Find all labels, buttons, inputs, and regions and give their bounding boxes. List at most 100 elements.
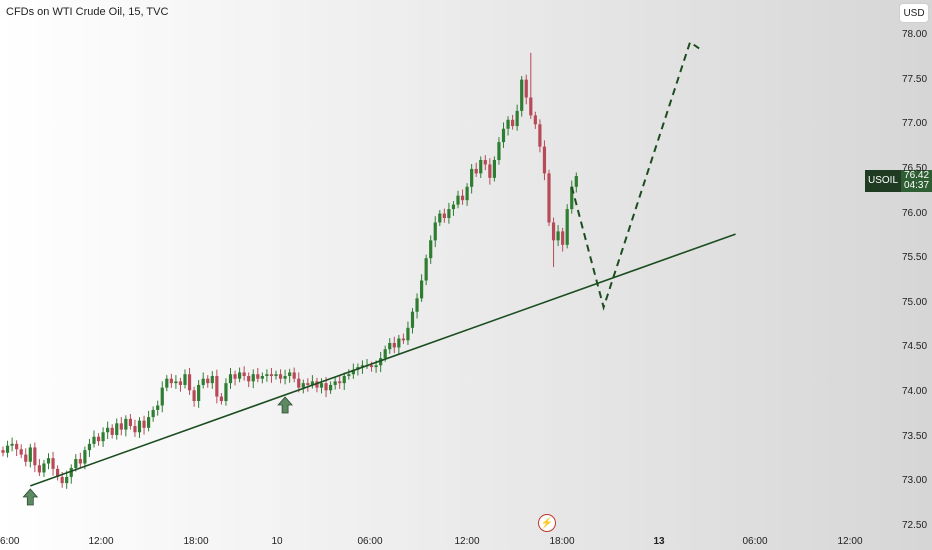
x-tick-label: 18:00 [549,536,575,547]
y-tick-label: 73.50 [902,430,928,442]
candle-body [288,372,292,377]
candle-body [160,387,164,406]
candle-body [165,378,169,388]
candle-body [374,365,378,368]
candle-body [219,396,223,402]
candle-body [228,374,233,384]
x-tick-label: 12:00 [454,536,480,547]
candle-body [451,204,456,210]
candle-body [342,376,346,384]
y-tick-label: 76.00 [902,207,928,219]
up-arrow-icon[interactable] [22,488,39,506]
candle-body [383,349,387,359]
candle-body [256,374,260,379]
candle-body [187,374,192,391]
candle-body [447,209,451,219]
candle-body [10,443,14,446]
candle-body [133,426,137,433]
candle-body [297,378,301,388]
candle-body [115,423,119,435]
candle-body [283,376,287,379]
candle-body [351,369,355,375]
candle-body [429,240,433,259]
candle-body [533,115,537,125]
candle-body [397,338,401,348]
candle-body [65,476,69,484]
candle-body [46,458,51,464]
candle-body [329,384,333,391]
candle-body [551,222,556,241]
candle-body [465,186,469,201]
candle-body [37,465,41,473]
candle-body [556,231,560,241]
y-tick-label: 78.00 [902,29,928,40]
candle-body [24,454,28,462]
candle-body [511,119,515,127]
candle-body [178,381,183,385]
candle-body [260,376,264,379]
candle-body [420,280,424,299]
candle-body [474,168,478,174]
x-tick-label: 18:00 [183,536,209,547]
candle-body [433,222,437,241]
candle-body [1,450,5,453]
candle-body [42,463,46,473]
chart-title: CFDs on WTI Crude Oil, 15, TVC [6,6,169,18]
candle-body [210,376,214,384]
candle-body [542,146,547,174]
x-tick-label: 13 [653,536,665,547]
candle-body [174,381,178,384]
candle-body [319,383,324,388]
candle-body [347,374,351,377]
price-badge-symbol: USOIL [865,170,902,192]
candle-body [242,372,246,377]
candle-body [529,97,533,116]
lightning-icon[interactable]: ⚡ [538,514,556,532]
trendline[interactable] [30,233,736,487]
candle-body [51,458,55,469]
candle-body [83,450,87,464]
candle-body [233,374,237,379]
candle-body [96,436,101,442]
candle-body [215,376,219,397]
y-tick-label: 74.00 [902,386,928,398]
x-tick-label: 6:00 [0,536,20,547]
candle-body [206,378,210,384]
candle-body [74,459,78,468]
candle-body [338,381,342,384]
candle-body [424,258,428,281]
candle-body [388,342,392,350]
x-tick-label: 12:00 [837,536,863,547]
y-tick-label: 73.00 [902,475,928,487]
candle-body [565,209,569,245]
candle-body [92,436,96,444]
y-tick-label: 76.50 [902,162,928,174]
y-tick-label: 75.50 [902,252,928,264]
up-arrow-icon[interactable] [277,396,293,414]
candle-body [169,378,173,384]
candle-body [142,420,146,428]
candles-layer [1,52,578,489]
candle-body [101,432,105,442]
y-tick-label: 74.50 [902,341,928,353]
candle-body [278,374,283,379]
x-tick-label: 06:00 [742,536,768,547]
candle-body [183,374,187,385]
y-tick-label: 77.50 [902,73,928,85]
candle-body [515,110,519,127]
candle-body [87,443,92,451]
candle-body [292,372,296,379]
candle-body [192,390,196,402]
candle-body [269,374,274,377]
projection-path[interactable] [570,40,700,311]
y-tick-label: 75.00 [902,296,928,308]
candle-body [379,358,383,366]
candle-body [360,365,365,368]
candle-body [265,374,269,377]
candle-body [570,186,574,210]
candle-body [224,383,228,402]
candle-body [315,381,319,388]
currency-button[interactable]: USD [899,3,929,23]
candle-body [333,381,337,385]
